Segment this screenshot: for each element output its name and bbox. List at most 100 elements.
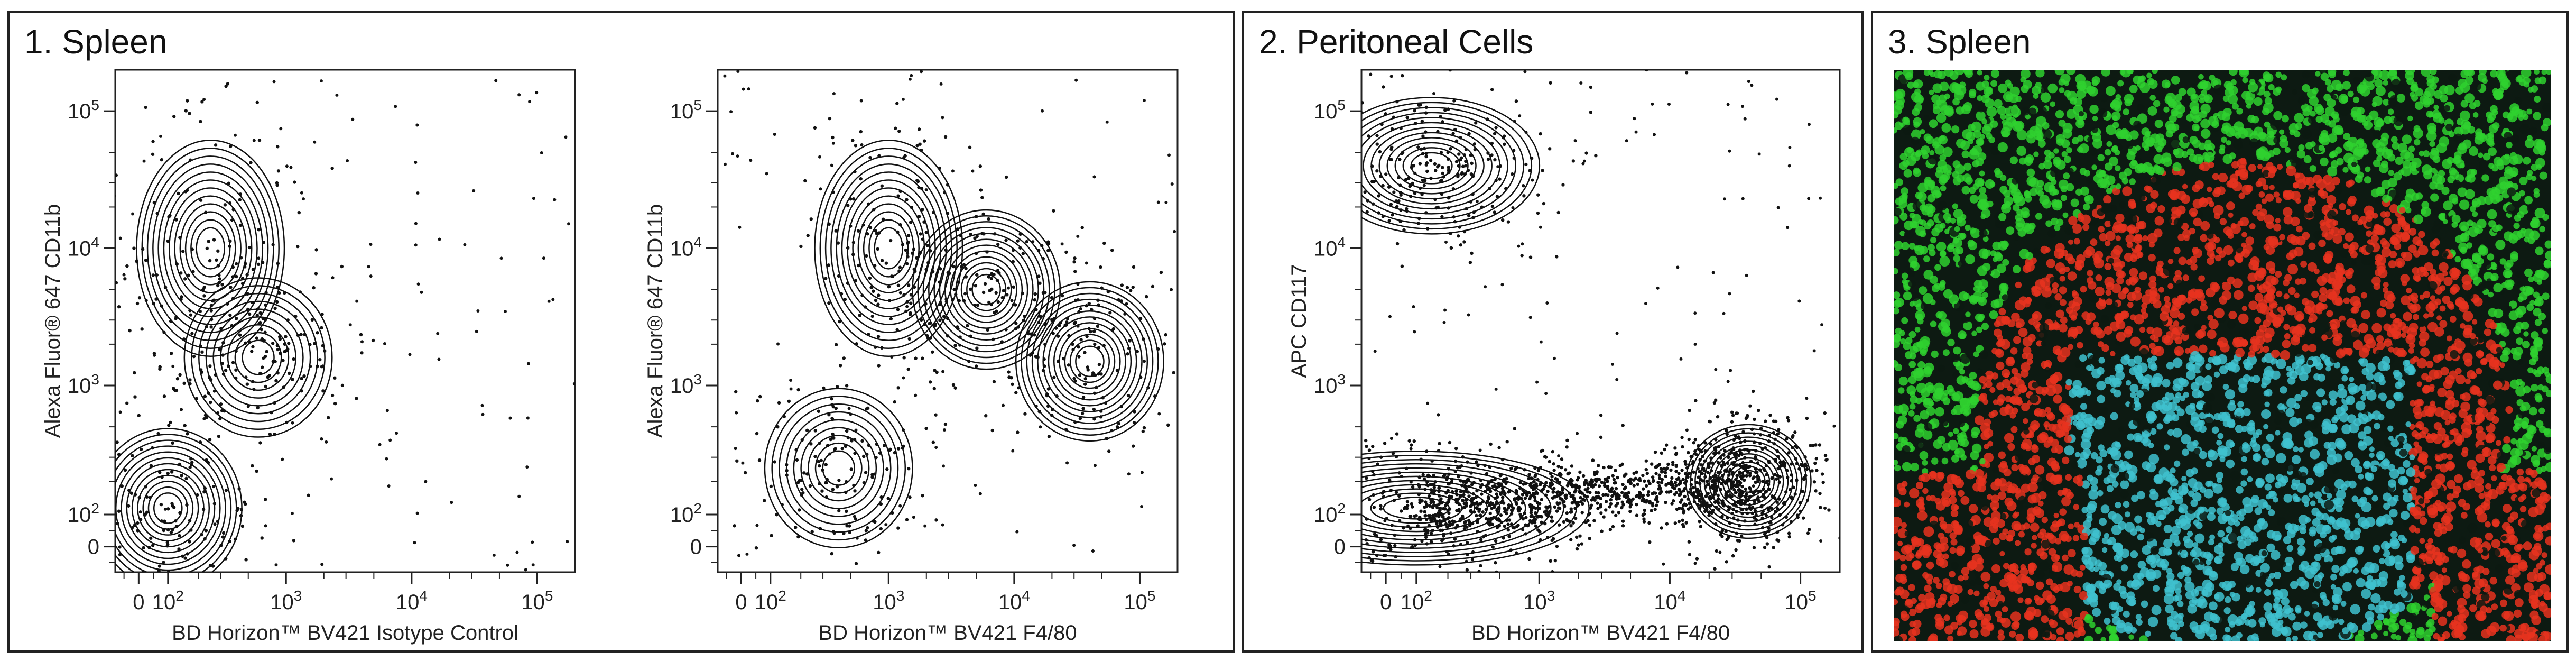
- event-dot: [1405, 209, 1409, 213]
- event-dot: [238, 198, 242, 202]
- event-dot: [1436, 130, 1440, 134]
- event-dot: [1488, 511, 1492, 516]
- event-dot: [1518, 486, 1522, 490]
- cell-blob: [2053, 394, 2062, 404]
- event-dot: [736, 70, 740, 73]
- event-dot: [141, 247, 145, 251]
- event-dot: [1651, 504, 1655, 508]
- contour-ring: [868, 219, 909, 278]
- event-dot: [1391, 213, 1394, 217]
- cell-blob: [2376, 308, 2386, 318]
- event-dot: [1539, 538, 1542, 542]
- event-dot: [1681, 507, 1684, 510]
- event-dot: [1758, 433, 1763, 437]
- cell-blob: [2181, 151, 2189, 158]
- event-dot: [1438, 442, 1441, 445]
- event-dot: [1555, 545, 1559, 548]
- panel-spleen-image: 3. Spleen: [1871, 11, 2569, 653]
- event-dot: [1625, 500, 1629, 504]
- event-dot: [1523, 511, 1526, 515]
- event-dot: [1677, 482, 1681, 486]
- event-dot: [1614, 504, 1618, 508]
- cell-blob: [2542, 103, 2551, 113]
- event-dot: [1140, 471, 1144, 474]
- event-dot: [499, 256, 503, 260]
- cell-blob: [2447, 157, 2454, 164]
- event-dot: [1643, 508, 1646, 512]
- cell-blob: [1894, 216, 1899, 225]
- event-dot: [1502, 136, 1505, 140]
- cell-blob: [2401, 252, 2407, 258]
- event-dot: [1163, 342, 1166, 346]
- event-dot: [321, 389, 325, 393]
- cell-blob: [2264, 121, 2271, 128]
- event-dot: [1814, 443, 1818, 447]
- event-dot: [1625, 139, 1628, 143]
- event-dot: [1146, 386, 1150, 390]
- event-dot: [1249, 519, 1253, 522]
- event-dot: [1489, 501, 1493, 505]
- event-dot: [1373, 532, 1377, 536]
- event-dot: [1277, 240, 1281, 243]
- event-dot: [1638, 479, 1642, 482]
- x-tick-label: 105: [1785, 587, 1817, 614]
- event-dot: [1072, 377, 1076, 380]
- cell-blob: [1953, 346, 1961, 355]
- cell-blob: [2129, 383, 2139, 393]
- cell-blob: [2389, 615, 2397, 623]
- cell-blob: [2087, 136, 2093, 143]
- event-dot: [1140, 505, 1144, 509]
- event-dot: [1087, 327, 1091, 331]
- event-dot: [1119, 405, 1123, 409]
- cell-blob: [2489, 464, 2496, 472]
- event-dot: [178, 236, 182, 240]
- event-dot: [1683, 494, 1687, 499]
- event-dot: [188, 540, 191, 544]
- event-dot: [1744, 507, 1748, 511]
- event-dot: [888, 447, 892, 452]
- event-dot: [1437, 494, 1441, 498]
- event-dot: [1789, 488, 1792, 491]
- event-dot: [1735, 480, 1739, 483]
- cell-blob: [2447, 611, 2452, 617]
- event-dot: [1767, 565, 1771, 569]
- event-dot: [1352, 556, 1356, 559]
- event-dot: [1389, 489, 1393, 492]
- event-dot: [924, 426, 928, 430]
- event-dot: [1521, 488, 1525, 492]
- event-dot: [1430, 491, 1434, 494]
- event-dot: [1556, 502, 1560, 506]
- event-dot: [840, 447, 844, 451]
- cell-blob: [2528, 590, 2538, 600]
- event-dot: [1592, 519, 1596, 522]
- event-dot: [246, 308, 250, 312]
- event-dot: [1178, 335, 1181, 338]
- event-dot: [898, 189, 902, 194]
- event-dot: [1687, 490, 1691, 494]
- event-dot: [256, 406, 260, 410]
- event-dot: [852, 483, 856, 488]
- event-dot: [1715, 549, 1718, 553]
- event-dot: [1447, 107, 1450, 111]
- x-tick-label: 104: [998, 587, 1030, 614]
- event-dot: [845, 429, 849, 433]
- event-dot: [1778, 513, 1782, 517]
- event-dot: [805, 428, 809, 433]
- event-dot: [1423, 528, 1427, 531]
- event-dot: [1806, 531, 1810, 535]
- event-dot: [1064, 250, 1068, 254]
- event-dot: [1588, 537, 1591, 540]
- event-dot: [125, 401, 129, 405]
- event-dot: [1394, 573, 1397, 576]
- event-dot: [1740, 484, 1744, 489]
- event-dot: [1372, 506, 1376, 509]
- event-dot: [1640, 499, 1644, 503]
- event-dot: [1394, 490, 1398, 494]
- y-tick-label: 0: [88, 536, 99, 559]
- event-dot: [1561, 183, 1565, 187]
- event-dot: [1765, 536, 1769, 539]
- event-dot: [1776, 455, 1780, 458]
- event-dot: [1357, 154, 1360, 157]
- event-dot: [1583, 488, 1587, 492]
- event-dot: [1437, 511, 1440, 515]
